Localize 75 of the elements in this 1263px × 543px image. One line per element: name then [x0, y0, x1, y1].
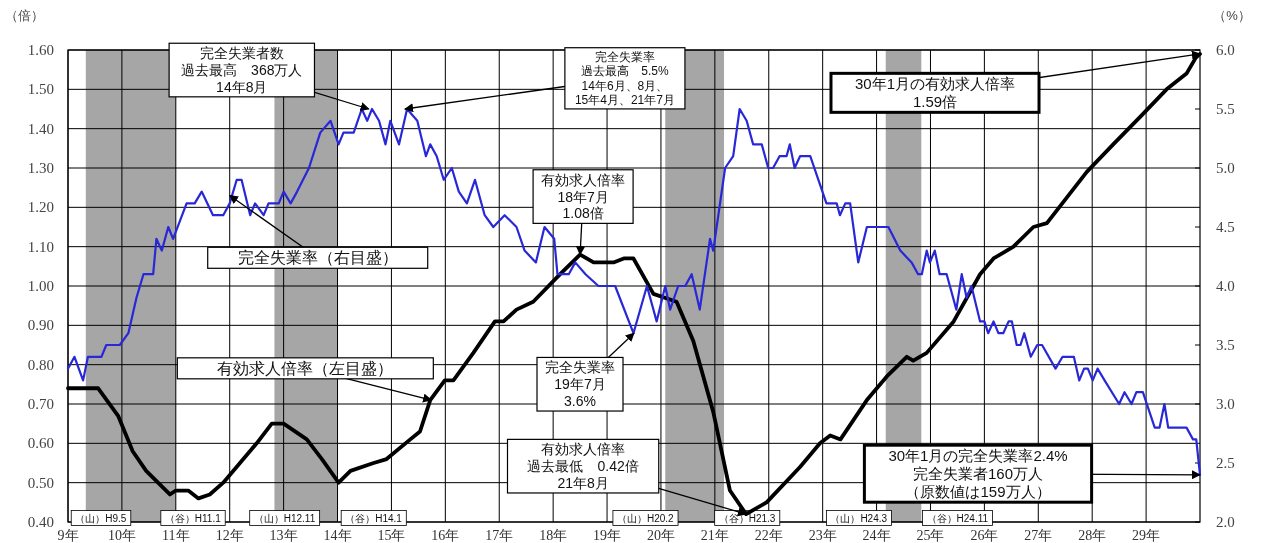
annotation: （谷）H21.3: [714, 510, 781, 526]
y-tick-label: 0.50: [27, 474, 54, 491]
y-tick-label: 0.80: [27, 356, 54, 373]
y-axis-title: （倍）: [4, 8, 44, 23]
x-tick-label: 29年: [1132, 528, 1161, 543]
x-tick-label: 27年: [1024, 528, 1053, 543]
x-tick-label: 20年: [646, 528, 675, 543]
x-tick-label: 16年: [431, 528, 460, 543]
x-tick-label: 12年: [215, 528, 244, 543]
y2-tick-label: 6.0: [1216, 42, 1235, 58]
y2-tick-label: 2.0: [1216, 514, 1235, 530]
y2-tick-label: 5.0: [1216, 160, 1235, 176]
y-tick-label: 0.70: [27, 396, 54, 412]
x-tick-label: 9年: [57, 528, 79, 543]
annotation: （谷）H11.1: [164, 512, 222, 524]
annotation: （谷）H11.1: [160, 510, 226, 526]
y2-axis-title: （%）: [1213, 8, 1251, 23]
x-tick-label: 19年: [593, 528, 622, 543]
y2-tick-label: 5.5: [1216, 101, 1235, 117]
annotation: 30年1月の有効求人倍率 1.59倍: [829, 50, 1201, 114]
x-tick-label: 28年: [1078, 528, 1107, 543]
annotation: （谷）H14.1: [340, 510, 407, 526]
y-tick-label: 0.60: [27, 435, 54, 452]
annotation: （山）H9.5: [70, 510, 132, 526]
annotation: 30年1月の完全失業率2.4%完全失業者160万人（原数値は159万人）: [888, 447, 1068, 501]
annotation: 30年1月の完全失業率2.4%完全失業者160万人（原数値は159万人）: [862, 443, 1201, 504]
annotation: 完全失業率 19年7月 3.6%: [536, 332, 635, 412]
annotation: 完全失業者数過去最高 368万人14年8月: [181, 45, 303, 95]
annotation: 有効求人倍率 18年7月 1.08倍: [532, 169, 634, 256]
x-tick-label: 24年: [862, 528, 891, 543]
x-tick-label: 10年: [107, 528, 136, 543]
annotation: 有効求人倍率（左目盛）: [217, 359, 394, 377]
annotation: （山）H12.11: [253, 512, 316, 524]
x-tick-label: 22年: [754, 528, 783, 543]
y-tick-label: 1.10: [27, 238, 54, 255]
y-tick-label: 1.60: [27, 42, 54, 58]
annotation: 有効求人倍率過去最低 0.42倍21年8月: [527, 441, 639, 491]
y-tick-label: 1.50: [27, 81, 54, 98]
x-tick-label: 18年: [539, 528, 568, 543]
y2-tick-label: 3.0: [1216, 396, 1235, 412]
annotation: 有効求人倍率（左目盛）: [176, 357, 434, 403]
annotation: 完全失業率（右目盛）: [207, 194, 429, 269]
y2-tick-label: 3.5: [1216, 337, 1235, 353]
annotation: （山）H9.5: [75, 512, 127, 524]
annotation: （谷）H24.11: [926, 512, 989, 524]
annotation: 完全失業率（右目盛）: [237, 249, 398, 267]
annotation: （谷）H24.11: [922, 510, 993, 526]
y-tick-label: 1.20: [27, 199, 54, 216]
x-tick-label: 26年: [970, 528, 999, 543]
y2-tick-label: 4.5: [1216, 219, 1235, 235]
y-tick-label: 1.40: [27, 120, 54, 137]
y-tick-label: 1.30: [27, 160, 54, 176]
annotation: （山）H24.3: [830, 512, 888, 524]
annotation: 完全失業率過去最高 5.5%14年6月、8月、15年4月、21年7月: [574, 49, 675, 107]
x-tick-label: 17年: [485, 528, 514, 543]
annotation: （山）H24.3: [826, 510, 892, 526]
y-tick-label: 1.00: [27, 278, 54, 294]
annotation: （谷）H14.1: [345, 512, 403, 524]
y-tick-label: 0.90: [27, 317, 54, 334]
annotation: 有効求人倍率 18年7月 1.08倍: [541, 171, 626, 222]
y-tick-label: 0.40: [27, 514, 54, 530]
x-tick-label: 23年: [808, 528, 837, 543]
annotation: 完全失業率 19年7月 3.6%: [545, 359, 615, 410]
x-tick-label: 15年: [377, 528, 406, 543]
x-tick-label: 14年: [323, 528, 352, 543]
annotation: 完全失業率過去最高 5.5%14年6月、8月、15年4月、21年7月: [404, 47, 686, 113]
annotation: 30年1月の有効求人倍率 1.59倍: [854, 75, 1016, 111]
y2-tick-label: 2.5: [1216, 455, 1235, 471]
annotation: （山）H12.11: [249, 510, 321, 526]
y2-tick-label: 4.0: [1216, 278, 1235, 294]
x-tick-label: 11年: [162, 528, 190, 543]
x-tick-label: 25年: [916, 528, 945, 543]
annotation: 完全失業者数過去最高 368万人14年8月: [168, 42, 370, 111]
x-tick-label: 13年: [269, 528, 298, 543]
x-tick-label: 21年: [700, 528, 729, 543]
